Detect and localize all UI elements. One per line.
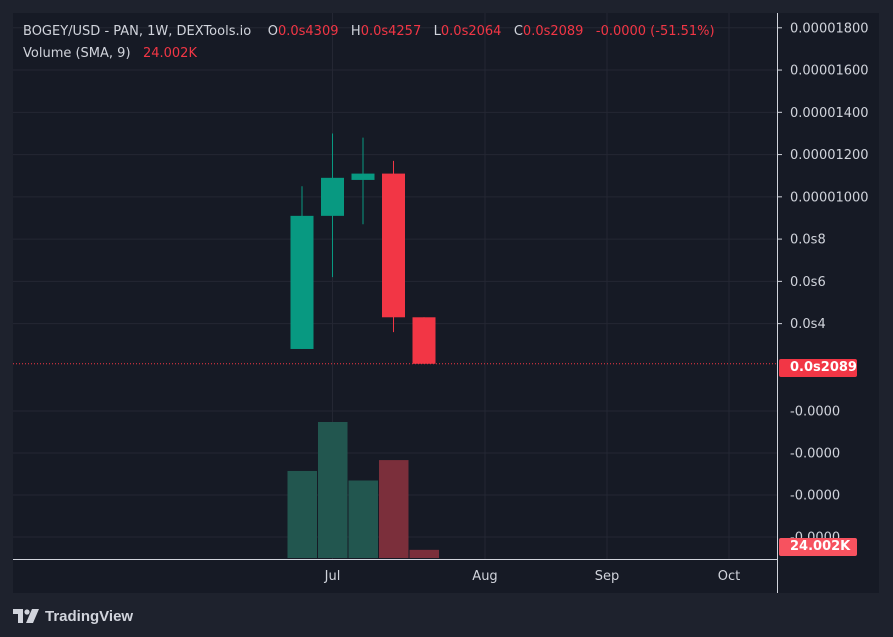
close-label: C (513, 24, 523, 39)
price-tick-label: 0.0s6 (790, 275, 826, 290)
high-label: H (350, 24, 361, 39)
volume-bar (348, 480, 378, 558)
price-tick-label: 0.00001600 (790, 64, 869, 79)
chart-legend-volume: Volume (SMA, 9) 24.002K (23, 46, 197, 61)
chart-legend-ohlc: BOGEY/USD - PAN, 1W, DEXTools.io O0.0s43… (23, 24, 715, 39)
time-tick-label: Jul (324, 569, 341, 584)
volume-indicator-label[interactable]: Volume (SMA, 9) (23, 46, 131, 61)
open-value: 0.0s4309 (277, 24, 339, 39)
price-tick-label: 0.0s4 (790, 317, 826, 332)
open-label: O (267, 24, 278, 39)
low-value: 0.0s2064 (440, 24, 502, 39)
candle-body (290, 215, 314, 349)
volume-tick-label: -0.0000 (790, 489, 840, 504)
last-volume-tag: 24.002K (779, 538, 857, 556)
volume-bars (287, 422, 439, 558)
volume-tick-label: -0.0000 (790, 447, 840, 462)
candle-body (351, 173, 375, 180)
volume-bar (287, 470, 317, 558)
candle-body (321, 177, 344, 216)
volume-bar (409, 549, 439, 558)
time-tick-label: Oct (718, 569, 740, 584)
volume-bar (318, 422, 348, 558)
volume-indicator-value: 24.002K (142, 46, 197, 61)
volume-bar (379, 460, 409, 558)
candle-body (382, 173, 405, 318)
change-value: -0.0000 (-51.51%) (595, 24, 715, 39)
low-label: L (433, 24, 441, 39)
symbol-title[interactable]: BOGEY/USD - PAN, 1W, DEXTools.io (23, 24, 252, 39)
close-value: 0.0s2089 (522, 24, 584, 39)
time-axis-ticks: Jul Aug Sep Oct (324, 569, 741, 584)
tradingview-logo[interactable]: TradingView (13, 606, 133, 626)
chart-canvas[interactable]: 0.00001800 0.00001600 0.00001400 0.00001200… (13, 13, 879, 593)
high-value: 0.0s4257 (360, 24, 422, 39)
last-price-tag: 0.0s2089 (779, 359, 857, 377)
time-tick-label: Aug (472, 569, 497, 584)
price-tick-label: 0.00001400 (790, 106, 869, 121)
candles (290, 133, 436, 364)
chart-frame[interactable]: 0.00001800 0.00001600 0.00001400 0.00001200… (13, 13, 879, 593)
tradingview-brand: TradingView (45, 607, 134, 625)
volume-tick-label: -0.0000 (790, 405, 840, 420)
price-tick-label: 0.0s8 (790, 233, 826, 248)
candle-body (412, 317, 436, 364)
time-tick-label: Sep (595, 569, 620, 584)
tradingview-icon (13, 609, 39, 623)
price-axis-ticks: 0.00001800 0.00001600 0.00001400 0.00001200… (777, 21, 869, 332)
price-tick-label: 0.00001200 (790, 148, 869, 163)
volume-axis-ticks: -0.0000-0.0000-0.0000-0.0000 (790, 405, 840, 546)
price-tick-label: 0.00001800 (790, 21, 869, 36)
axes (13, 13, 778, 593)
price-tick-label: 0.00001000 (790, 190, 869, 205)
